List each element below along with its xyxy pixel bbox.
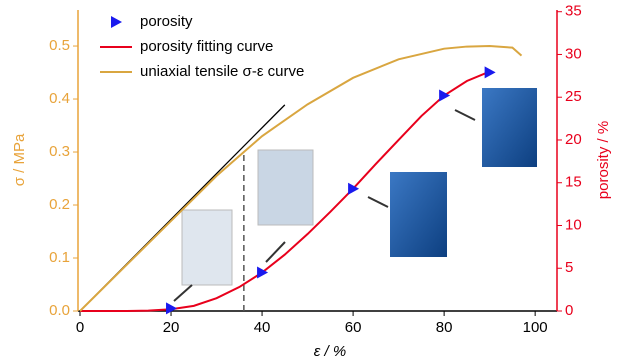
legend-marker [111,16,122,28]
legend-label: porosity fitting curve [140,38,273,55]
y2-axis-label: porosity / % [595,121,612,199]
y-tick-label: 0.5 [49,37,70,54]
y2-tick-label: 5 [565,259,573,276]
y-tick-label: 0.0 [49,302,70,319]
cube-image [258,150,313,225]
y2-tick-label: 10 [565,216,582,233]
data-point [485,66,496,78]
y2-tick-label: 20 [565,131,582,148]
y-axis-label: σ / MPa [11,133,28,186]
cube-image [390,172,447,257]
legend-label: uniaxial tensile σ-ε curve [140,63,304,80]
x-axis-label: ε / % [314,343,346,360]
y-tick-label: 0.4 [49,90,70,107]
legend-label: porosity [140,13,193,30]
y2-tick-label: 0 [565,302,573,319]
y-tick-label: 0.1 [49,249,70,266]
page: {"chart_data": {"type": "line", "xlabel"… [0,0,622,363]
y-tick-label: 0.3 [49,143,70,160]
x-tick-label: 60 [345,319,362,336]
y2-tick-label: 25 [565,88,582,105]
x-tick-label: 80 [436,319,453,336]
y2-tick-label: 30 [565,45,582,62]
x-tick-label: 20 [163,319,180,336]
x-tick-label: 40 [254,319,271,336]
insets [174,88,537,301]
x-tick-label: 0 [76,319,84,336]
chart: ε / % σ / MPa porosity / % 0204060801000… [0,0,622,363]
y-tick-label: 0.2 [49,196,70,213]
cube-image [182,210,232,285]
x-tick-label: 100 [523,319,548,336]
data-point [439,90,450,102]
cube-image [482,88,537,167]
y2-tick-label: 35 [565,3,582,20]
y2-tick-label: 15 [565,174,582,191]
